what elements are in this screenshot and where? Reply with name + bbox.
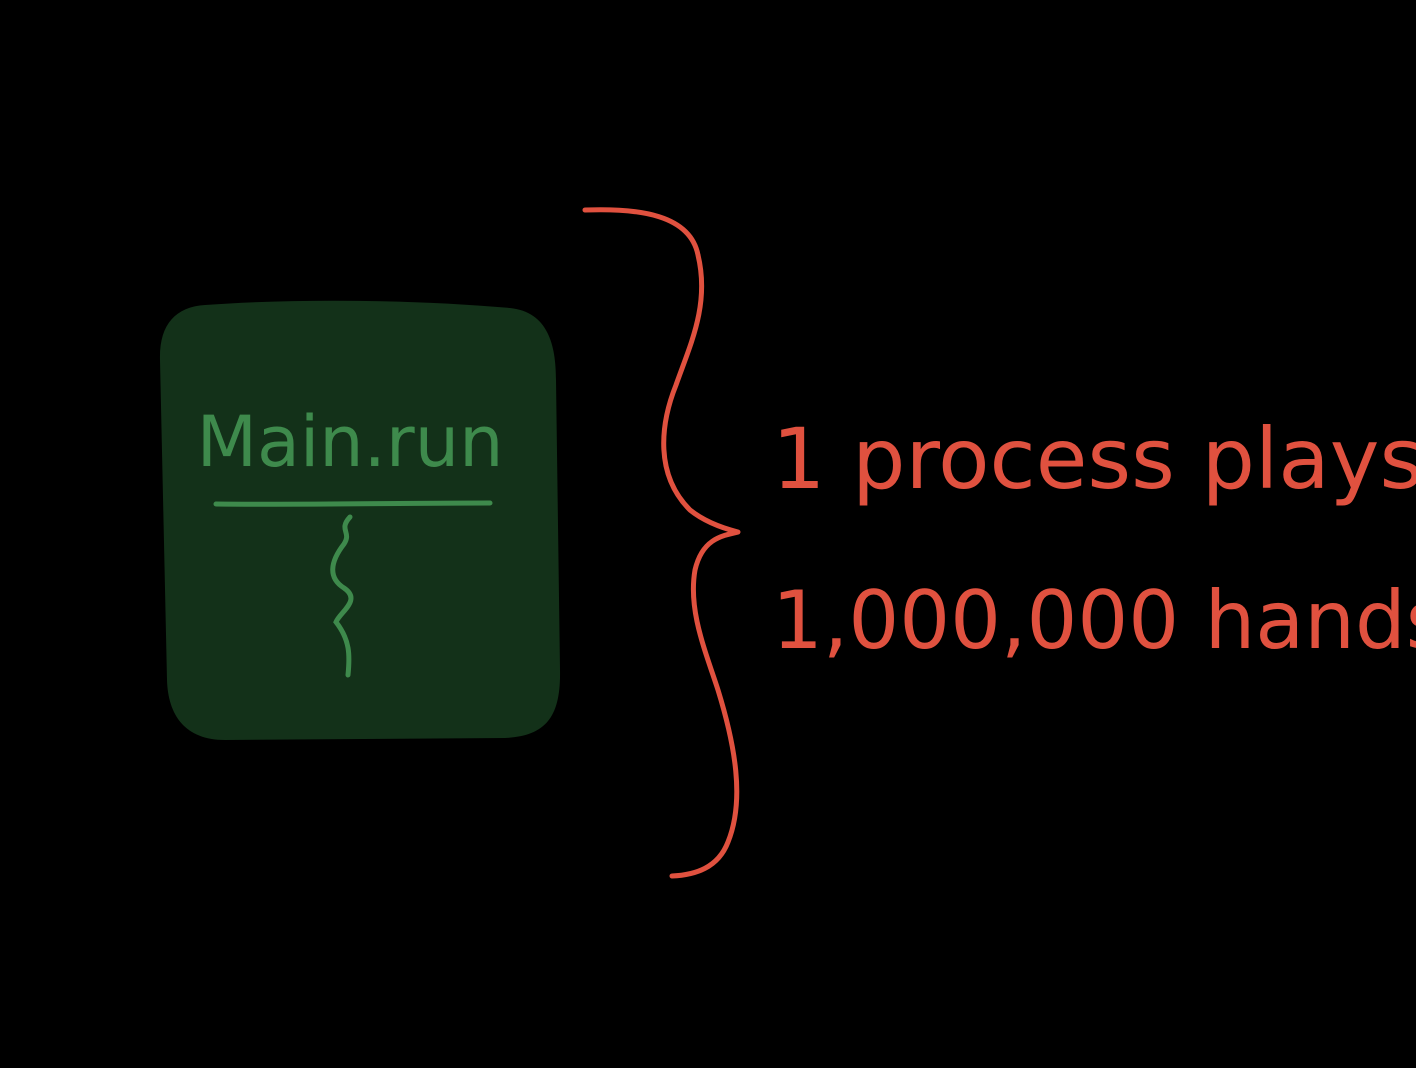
- annotation: 1 process plays 1,000,000 hands: [772, 410, 1416, 667]
- annotation-line-2: 1,000,000 hands: [772, 574, 1416, 667]
- process-title: Main.run: [197, 401, 504, 483]
- annotation-line-1: 1 process plays: [772, 410, 1416, 508]
- process-box-shape: [159, 300, 561, 740]
- process-divider-line: [213, 500, 493, 507]
- thread-squiggle: [330, 514, 354, 678]
- curly-brace: [582, 207, 741, 879]
- process-box: Main.run: [159, 300, 561, 740]
